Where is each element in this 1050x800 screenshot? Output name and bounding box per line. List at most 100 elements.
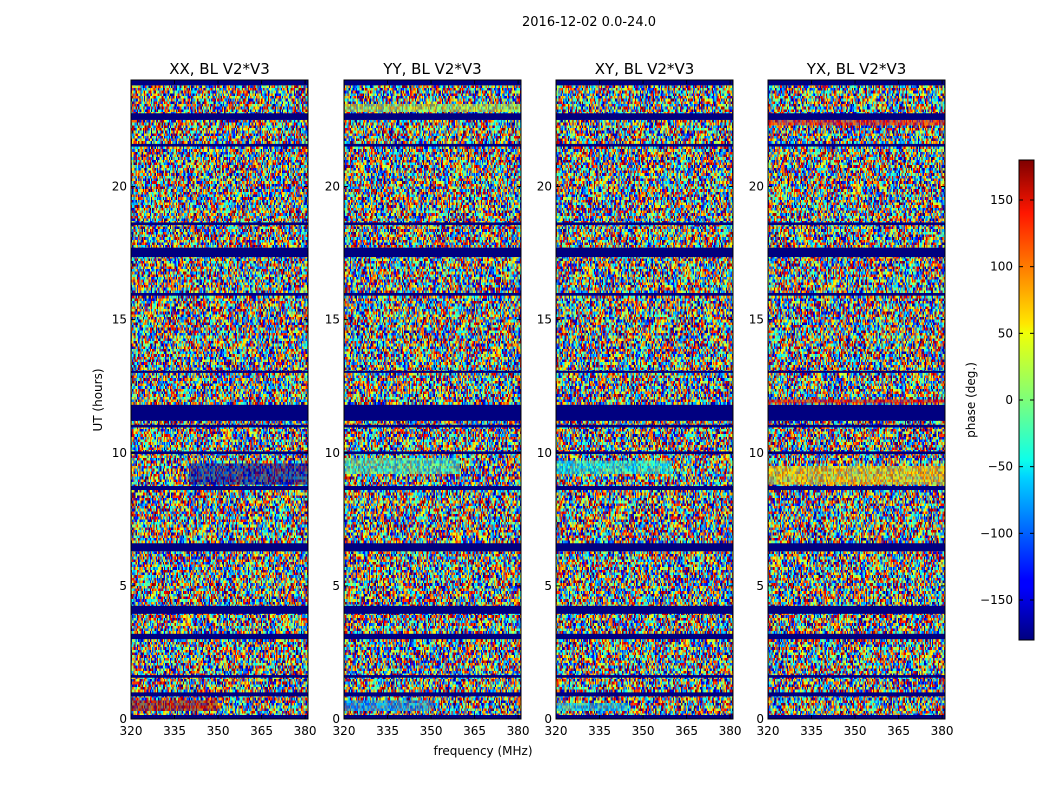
y-axis-label: UT (hours) bbox=[91, 368, 105, 431]
x-tick-label: 335 bbox=[588, 724, 611, 738]
y-tick-label: 5 bbox=[119, 579, 127, 593]
flagged-band-7 bbox=[768, 451, 945, 455]
flagged-band-3 bbox=[556, 633, 733, 640]
flagged-band-16 bbox=[344, 80, 521, 86]
y-tick-label: 5 bbox=[332, 579, 340, 593]
phase-patch-0 bbox=[556, 703, 629, 712]
flagged-band-1 bbox=[556, 692, 733, 697]
flagged-band-0 bbox=[556, 715, 733, 719]
flagged-band-13 bbox=[556, 222, 733, 226]
flagged-band-4 bbox=[556, 605, 733, 614]
y-tick-label: 20 bbox=[325, 180, 340, 194]
panel-frame bbox=[343, 79, 522, 720]
flagged-band-6 bbox=[768, 486, 945, 491]
phase-patch-1 bbox=[768, 399, 945, 404]
colorbar: −150 −100 −50 0 50 100 150 bbox=[980, 159, 1035, 641]
flagged-band-0 bbox=[131, 715, 308, 719]
y-tick-label: 20 bbox=[749, 180, 764, 194]
flagged-band-13 bbox=[131, 222, 308, 226]
x-tick-label: 380 bbox=[294, 724, 317, 738]
panel-1: YY, BL V2*V3 320 335 350 365 380 0 5 10 15 20 bbox=[325, 60, 530, 738]
flagged-band-1 bbox=[768, 692, 945, 697]
flagged-band-1 bbox=[344, 692, 521, 697]
x-tick-label: 380 bbox=[931, 724, 954, 738]
flagged-band-9 bbox=[768, 404, 945, 421]
x-tick-label: 365 bbox=[887, 724, 910, 738]
x-tick-label: 365 bbox=[463, 724, 486, 738]
colorbar-tick-label: 50 bbox=[998, 326, 1013, 340]
flagged-band-4 bbox=[768, 605, 945, 614]
flagged-band-11 bbox=[344, 293, 521, 296]
panels-group: XX, BL V2*V3 320 335 350 365 380 0 5 10 15 20 YY, B… bbox=[112, 60, 954, 738]
x-tick-label: 380 bbox=[507, 724, 530, 738]
flagged-band-15 bbox=[344, 113, 521, 120]
x-tick-label: 350 bbox=[632, 724, 655, 738]
x-tick-label: 380 bbox=[719, 724, 742, 738]
flagged-band-2 bbox=[556, 675, 733, 678]
flagged-band-14 bbox=[768, 143, 945, 147]
flagged-band-2 bbox=[344, 675, 521, 678]
y-tick-label: 15 bbox=[325, 313, 340, 327]
flagged-band-7 bbox=[131, 451, 308, 455]
flagged-band-5 bbox=[556, 543, 733, 552]
flagged-band-5 bbox=[344, 543, 521, 552]
flagged-band-13 bbox=[768, 222, 945, 226]
panel-title: YY, BL V2*V3 bbox=[382, 60, 481, 78]
flagged-band-12 bbox=[768, 247, 945, 258]
x-tick-label: 350 bbox=[207, 724, 230, 738]
x-axis-label: frequency (MHz) bbox=[433, 744, 532, 758]
y-tick-label: 10 bbox=[112, 446, 127, 460]
flagged-band-1 bbox=[131, 692, 308, 697]
y-tick-label: 15 bbox=[749, 313, 764, 327]
x-tick-label: 365 bbox=[675, 724, 698, 738]
flagged-band-3 bbox=[344, 633, 521, 640]
colorbar-label: phase (deg.) bbox=[964, 362, 978, 438]
phase-patch-1 bbox=[556, 460, 673, 475]
x-tick-label: 320 bbox=[545, 724, 568, 738]
phase-patch-2 bbox=[344, 103, 521, 112]
flagged-band-8 bbox=[131, 424, 308, 428]
flagged-band-0 bbox=[768, 715, 945, 719]
x-tick-label: 335 bbox=[163, 724, 186, 738]
phase-patch-2 bbox=[768, 119, 945, 126]
flagged-band-15 bbox=[131, 113, 308, 120]
flagged-band-10 bbox=[556, 370, 733, 373]
x-tick-label: 320 bbox=[333, 724, 356, 738]
y-tick-label: 10 bbox=[537, 446, 552, 460]
phase-noise-raster bbox=[131, 80, 308, 719]
flagged-band-6 bbox=[556, 486, 733, 491]
flagged-band-11 bbox=[131, 293, 308, 296]
y-tick-label: 20 bbox=[537, 180, 552, 194]
y-tick-label: 15 bbox=[112, 313, 127, 327]
y-tick-label: 0 bbox=[756, 712, 764, 726]
flagged-band-16 bbox=[768, 80, 945, 86]
y-tick-label: 15 bbox=[537, 313, 552, 327]
panel-title: XX, BL V2*V3 bbox=[169, 60, 270, 78]
flagged-band-15 bbox=[556, 113, 733, 120]
y-tick-label: 10 bbox=[325, 446, 340, 460]
colorbar-tick-label: 0 bbox=[1005, 393, 1013, 407]
phase-patch-0 bbox=[131, 700, 219, 712]
flagged-band-9 bbox=[556, 404, 733, 421]
flagged-band-12 bbox=[556, 247, 733, 258]
flagged-band-10 bbox=[344, 370, 521, 373]
phase-patch-1 bbox=[189, 463, 308, 485]
colorbar-tick-label: −150 bbox=[980, 593, 1013, 607]
panel-0: XX, BL V2*V3 320 335 350 365 380 0 5 10 15 20 bbox=[112, 60, 317, 738]
x-tick-label: 335 bbox=[800, 724, 823, 738]
panel-frame bbox=[767, 79, 946, 720]
flagged-band-11 bbox=[556, 293, 733, 296]
panel-frame bbox=[130, 79, 309, 720]
flagged-band-9 bbox=[344, 404, 521, 421]
y-tick-label: 0 bbox=[544, 712, 552, 726]
flagged-band-15 bbox=[768, 113, 945, 120]
flagged-band-5 bbox=[131, 543, 308, 552]
flagged-band-10 bbox=[131, 370, 308, 373]
phase-noise-raster bbox=[344, 80, 521, 719]
y-tick-label: 20 bbox=[112, 180, 127, 194]
phase-patch-1 bbox=[344, 458, 461, 475]
colorbar-tick-label: 100 bbox=[990, 260, 1013, 274]
x-tick-label: 320 bbox=[120, 724, 143, 738]
panel-2: XY, BL V2*V3 320 335 350 365 380 0 5 10 15 20 bbox=[537, 60, 742, 738]
